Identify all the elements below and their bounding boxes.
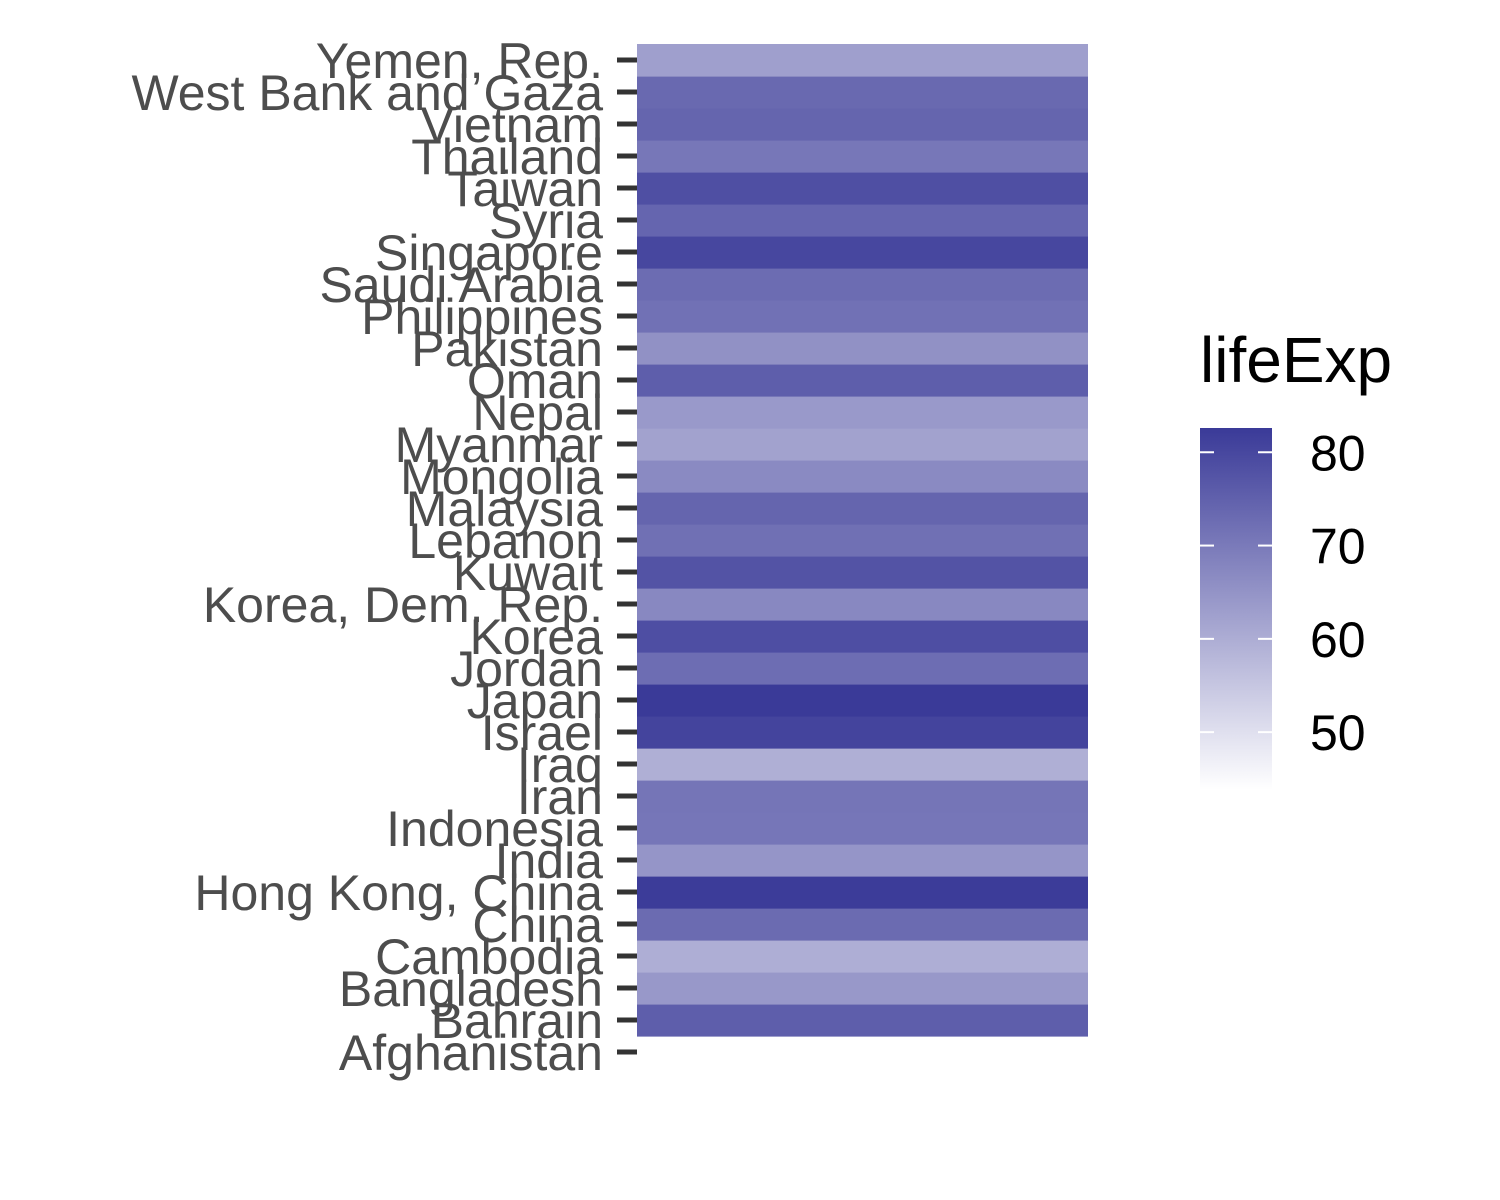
y-tick-label: Myanmar xyxy=(395,417,603,473)
legend-tick-label: 70 xyxy=(1310,519,1366,575)
y-tick-label: Malaysia xyxy=(406,481,603,537)
y-tick-label: Jordan xyxy=(450,641,603,697)
y-tick-label: Lebanon xyxy=(408,513,603,569)
heatmap-cell xyxy=(637,876,1088,909)
y-tick-label: Kuwait xyxy=(453,545,603,601)
heatmap-cell xyxy=(637,364,1088,397)
heatmap-cell xyxy=(637,460,1088,493)
y-tick-label: Israel xyxy=(481,705,603,761)
y-tick-label: Korea xyxy=(470,609,604,665)
y-tick-label: Cambodia xyxy=(375,929,603,985)
heatmap-cell xyxy=(637,1036,1088,1069)
y-tick-label: Philippines xyxy=(361,289,603,345)
y-tick-label: Indonesia xyxy=(386,801,603,857)
legend-ticks: 50 60 70 80 xyxy=(1200,425,1366,761)
y-tick-label: West Bank and Gaza xyxy=(131,65,603,121)
y-tick-label: Oman xyxy=(467,353,603,409)
legend-tick-label: 60 xyxy=(1310,612,1366,668)
y-tick-label: Pakistan xyxy=(411,321,603,377)
heatmap-cell xyxy=(637,204,1088,237)
heatmap-cell xyxy=(637,780,1088,813)
y-tick-label: Yemen, Rep. xyxy=(316,33,603,89)
heatmap-cell xyxy=(637,172,1088,205)
y-tick-label: Saudi Arabia xyxy=(319,257,603,313)
y-tick-label: Hong Kong, China xyxy=(194,865,603,921)
heatmap-cell xyxy=(637,972,1088,1005)
heatmap-cell xyxy=(637,76,1088,109)
y-tick-label: Iraq xyxy=(517,737,603,793)
y-tick-label: India xyxy=(495,833,604,889)
heatmap-cell xyxy=(637,812,1088,845)
heatmap-cell xyxy=(637,1004,1088,1037)
legend-colorbar xyxy=(1200,428,1272,790)
heatmap-cell xyxy=(637,300,1088,333)
heatmap-cell xyxy=(637,556,1088,589)
heatmap-cell xyxy=(637,748,1088,781)
heatmap-cell xyxy=(637,268,1088,301)
heatmap-cell xyxy=(637,140,1088,173)
y-tick-label: Iran xyxy=(517,769,603,825)
y-tick-label: Nepal xyxy=(472,385,603,441)
y-tick-label: Thailand xyxy=(411,129,603,185)
y-tick-label: Japan xyxy=(467,673,603,729)
legend: lifeExp 50 60 70 80 xyxy=(1200,324,1392,790)
heatmap-cell xyxy=(637,908,1088,941)
heatmap-cell xyxy=(637,588,1088,621)
heatmap-cell xyxy=(637,108,1088,141)
heatmap-cell xyxy=(637,684,1088,717)
legend-title: lifeExp xyxy=(1200,324,1392,396)
heatmap-cell xyxy=(637,236,1088,269)
y-tick-label: Bangladesh xyxy=(339,961,603,1017)
heatmap-cell xyxy=(637,652,1088,685)
legend-tick-label: 50 xyxy=(1310,705,1366,761)
heatmap-cell xyxy=(637,940,1088,973)
heatmap-cell xyxy=(637,44,1088,77)
heatmap-cell xyxy=(637,492,1088,525)
heatmap-cell xyxy=(637,844,1088,877)
heatmap-cell xyxy=(637,332,1088,365)
y-tick-label: Bahrain xyxy=(431,993,603,1049)
y-tick-label: China xyxy=(472,897,603,953)
y-tick-label: Singapore xyxy=(375,225,603,281)
heatmap-cell xyxy=(637,524,1088,557)
heatmap-cell xyxy=(637,620,1088,653)
y-tick-label: Syria xyxy=(489,193,603,249)
legend-tick-label: 80 xyxy=(1310,425,1366,481)
y-axis: AfghanistanBahrainBangladeshCambodiaChin… xyxy=(131,33,637,1081)
heatmap-cell xyxy=(637,428,1088,461)
y-tick-label: Afghanistan xyxy=(339,1025,603,1081)
y-tick-label: Mongolia xyxy=(400,449,603,505)
y-tick-label: Taiwan xyxy=(447,161,603,217)
heatmap-cell xyxy=(637,396,1088,429)
y-tick-label: Vietnam xyxy=(420,97,603,153)
heatmap-cell xyxy=(637,716,1088,749)
y-tick-label: Korea, Dem. Rep. xyxy=(203,577,603,633)
heatmap-cells xyxy=(637,44,1088,1069)
